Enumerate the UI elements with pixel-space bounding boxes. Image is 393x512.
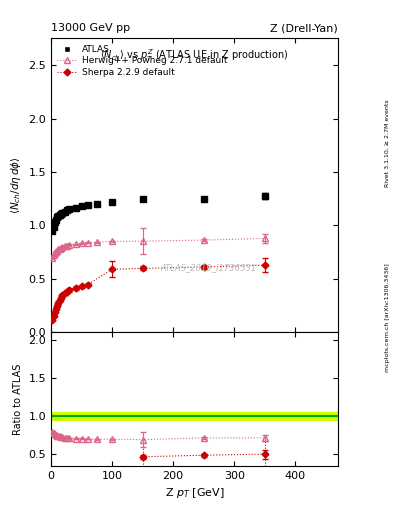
Text: mcplots.cern.ch [arXiv:1306.3436]: mcplots.cern.ch [arXiv:1306.3436] [385,263,389,372]
X-axis label: Z $p_T$ [GeV]: Z $p_T$ [GeV] [165,486,224,500]
Y-axis label: Ratio to ATLAS: Ratio to ATLAS [13,364,23,435]
Bar [51,413,338,420]
Text: 13000 GeV pp: 13000 GeV pp [51,23,130,33]
Text: ATLAS_2019_I1736531: ATLAS_2019_I1736531 [161,263,257,272]
Text: $\langle N_{ch}\rangle$ vs $p_T^Z$ (ATLAS UE in Z production): $\langle N_{ch}\rangle$ vs $p_T^Z$ (ATLA… [100,47,289,64]
Text: Rivet 3.1.10, ≥ 2.7M events: Rivet 3.1.10, ≥ 2.7M events [385,99,389,187]
Text: Z (Drell-Yan): Z (Drell-Yan) [270,23,338,33]
Y-axis label: $\langle N_{ch}/d\eta\,d\phi\rangle$: $\langle N_{ch}/d\eta\,d\phi\rangle$ [9,157,23,214]
Legend: ATLAS, Herwig++ Powheg 2.7.1 default, Sherpa 2.2.9 default: ATLAS, Herwig++ Powheg 2.7.1 default, Sh… [55,43,229,79]
